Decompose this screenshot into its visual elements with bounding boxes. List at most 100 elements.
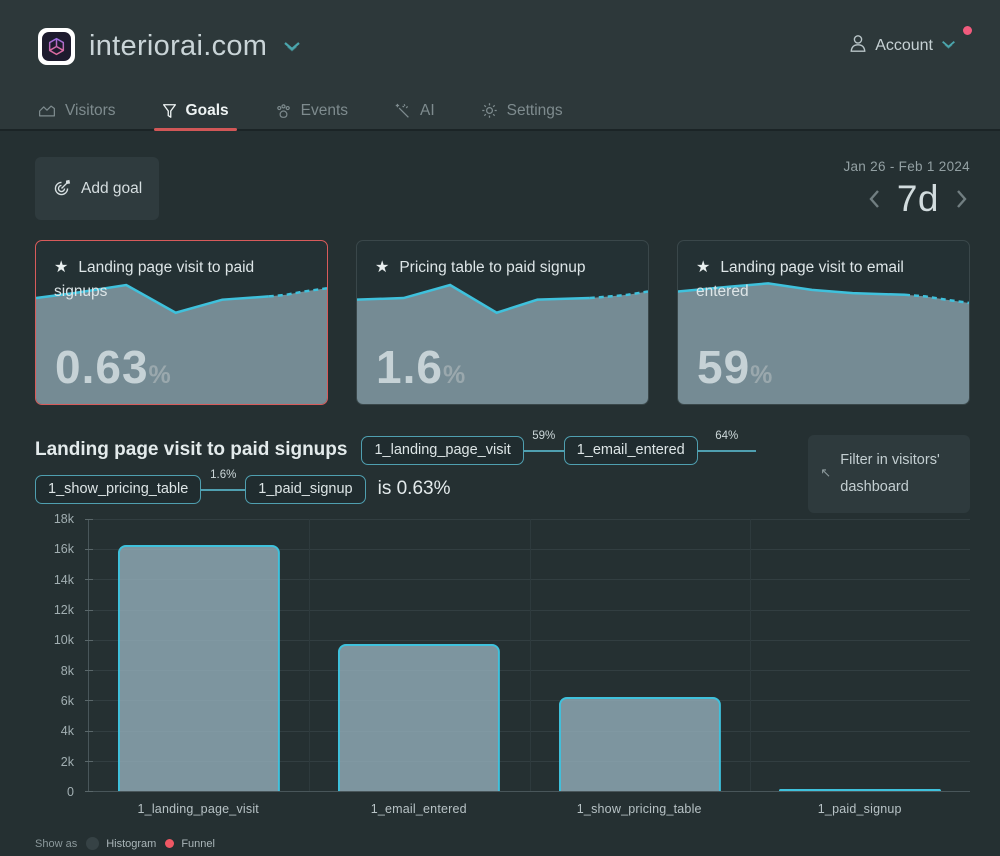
y-tick-mark (85, 730, 93, 732)
goal-cards-row: ★ Landing page visit to paid signups 0.63… (0, 220, 1000, 405)
funnel-step-pill[interactable]: 1_show_pricing_table (35, 474, 202, 504)
funnel-step-pill[interactable]: 1_email_entered (563, 435, 698, 465)
tab-visitors[interactable]: Visitors (38, 92, 116, 129)
funnel-step-pill[interactable]: 1_landing_page_visit (361, 435, 524, 465)
sparkline-chart (678, 241, 969, 404)
goal-card-landing-to-paid[interactable]: ★ Landing page visit to paid signups 0.63… (35, 240, 328, 405)
radio-selected-icon (165, 839, 175, 848)
category-separator (749, 519, 751, 791)
funnel-icon (162, 103, 176, 118)
funnel-bar-1_landing_page_visit[interactable] (118, 544, 281, 791)
next-period-chevron-icon[interactable] (955, 188, 968, 210)
y-tick-mark (85, 519, 93, 520)
show-as-histogram-option[interactable]: Histogram (86, 837, 156, 850)
funnel-bar-1_paid_signup[interactable] (778, 789, 941, 791)
magic-wand-icon (395, 103, 409, 118)
arrow-up-left-icon: ↖ (820, 465, 832, 480)
top-bar: interiorai.com Account (0, 0, 1000, 92)
y-tick-label: 18k (53, 512, 74, 526)
y-tick-mark (85, 639, 93, 641)
y-tick-mark (85, 670, 93, 672)
goal-card-title: Pricing table to paid signup (399, 259, 586, 276)
target-icon (54, 179, 71, 196)
conversion-rate-label: 1.6% (210, 469, 237, 481)
site-title: interiorai.com (89, 29, 268, 62)
funnel-sentence: Landing page visit to paid signups 1_lan… (35, 430, 808, 513)
y-tick-label: 16k (53, 542, 74, 557)
y-tick-label: 12k (53, 602, 74, 617)
goal-card-pricing-to-paid[interactable]: ★ Pricing table to paid signup 1.6% (356, 240, 649, 405)
goal-card-title: Landing page visit to email entered (696, 259, 904, 300)
date-range-box: Jan 26 - Feb 1 2024 7d (843, 157, 970, 220)
y-tick-label: 10k (53, 633, 74, 648)
site-chevron-down-icon (283, 40, 301, 58)
active-tab-underline (153, 128, 237, 131)
funnel-connector: 1.6% (201, 469, 246, 504)
show-as-funnel-option[interactable]: Funnel (165, 838, 215, 850)
tab-events[interactable]: Events (275, 92, 348, 129)
funnel-title: Landing page visit to paid signups (35, 439, 348, 460)
y-tick-label: 4k (60, 724, 74, 739)
y-tick-label: 8k (60, 663, 74, 678)
funnel-result: is 0.63% (377, 478, 451, 499)
funnel-bar-1_show_pricing_table[interactable] (558, 697, 721, 791)
tab-goals[interactable]: Goals (153, 92, 237, 131)
main-nav-tabs: Visitors Goals Events AI (0, 92, 1000, 131)
site-logo-icon (38, 27, 75, 65)
goal-card-value: 1.6% (376, 341, 467, 393)
account-label: Account (875, 37, 933, 54)
y-axis-labels: 18k 16k 14k 12k 10k 8k 6k 4k 2k 0 (0, 512, 88, 799)
x-axis-category-label: 1_landing_page_visit (137, 802, 259, 816)
previous-period-chevron-icon[interactable] (868, 188, 881, 210)
period-label[interactable]: 7d (896, 178, 939, 219)
user-icon (849, 34, 867, 58)
goal-card-value: 0.63% (55, 341, 172, 393)
tab-settings[interactable]: Settings (481, 92, 563, 129)
funnel-connector: 64% (697, 430, 756, 465)
date-range-label: Jan 26 - Feb 1 2024 (843, 159, 970, 174)
y-tick-label: 6k (60, 693, 74, 708)
conversion-rate-label: 64% (715, 430, 739, 442)
toolbar: Add goal Jan 26 - Feb 1 2024 7d (0, 131, 1000, 220)
account-chevron-down-icon (941, 37, 956, 55)
funnel-step-pill[interactable]: 1_paid_signup (245, 474, 366, 504)
category-separator (309, 519, 311, 791)
y-tick-mark (85, 760, 93, 762)
filter-in-visitors-dashboard-button[interactable]: ↖ Filter in visitors' dashboard (808, 435, 970, 513)
funnel-bar-1_email_entered[interactable] (338, 644, 501, 791)
x-axis-category-label: 1_show_pricing_table (576, 802, 702, 816)
goal-card-title: Landing page visit to paid signups (54, 259, 255, 300)
funnel-connector: 59% (523, 430, 564, 465)
paw-icon (276, 103, 290, 118)
sparkline-chart (357, 241, 648, 404)
star-icon: ★ (375, 259, 390, 276)
radio-unselected-icon (86, 837, 100, 850)
y-tick-label: 14k (53, 572, 74, 587)
y-tick-label: 2k (60, 754, 74, 769)
period-pager: 7d (843, 178, 970, 220)
site-switcher[interactable]: interiorai.com (38, 27, 301, 65)
x-axis-labels: 1_landing_page_visit 1_email_entered 1_sho… (0, 792, 1000, 816)
y-tick-mark (85, 549, 93, 551)
y-tick-mark (85, 700, 93, 702)
show-as-control: Show as Histogram Funnel (0, 816, 1000, 850)
goal-card-landing-to-email[interactable]: ★ Landing page visit to email entered 59% (677, 240, 970, 405)
y-tick-mark (85, 609, 93, 611)
star-icon: ★ (696, 259, 711, 276)
notification-dot (963, 26, 972, 35)
chart-plot (85, 519, 970, 792)
area-chart-icon (39, 104, 55, 117)
account-menu[interactable]: Account (849, 26, 972, 58)
y-tick-mark (85, 579, 93, 581)
show-as-label: Show as (35, 837, 78, 850)
funnel-summary: Landing page visit to paid signups 1_lan… (0, 405, 1000, 513)
gear-icon (481, 103, 497, 118)
category-separator (529, 519, 531, 791)
add-goal-button[interactable]: Add goal (35, 157, 160, 220)
y-tick-label: 0 (67, 785, 74, 799)
sparkline-chart (36, 241, 327, 404)
tab-ai[interactable]: AI (394, 92, 435, 129)
y-tick-mark (85, 791, 93, 792)
goal-card-value: 59% (697, 341, 774, 393)
